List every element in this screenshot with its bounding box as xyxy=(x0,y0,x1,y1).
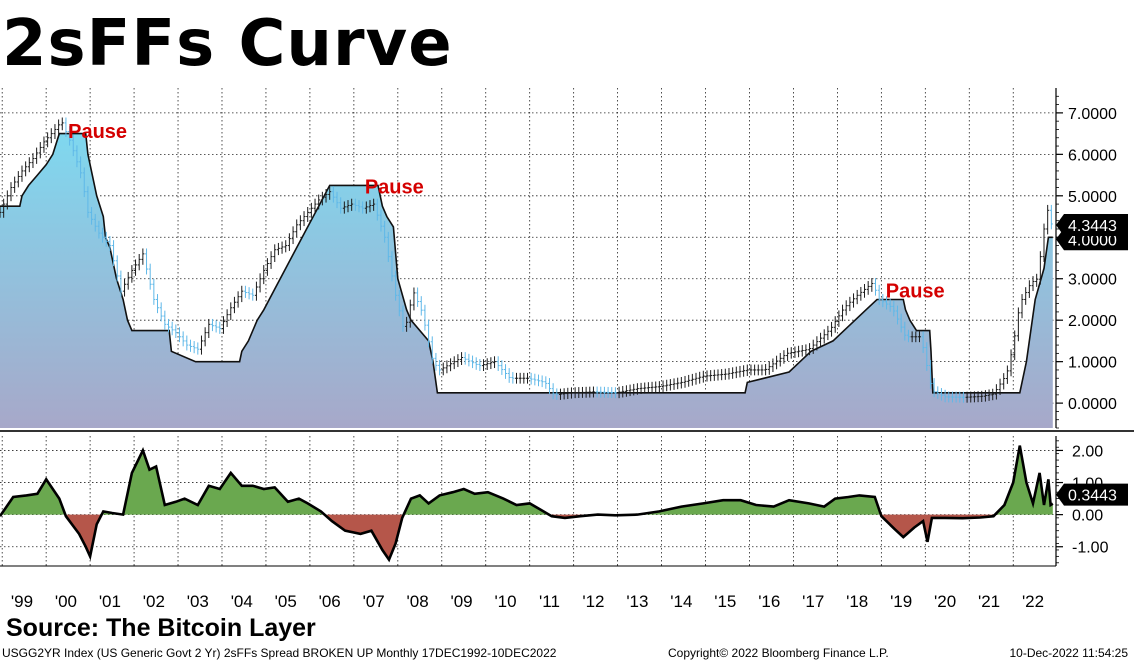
x-tick-label: '21 xyxy=(978,592,1000,611)
spread-positive-fill xyxy=(123,450,325,515)
upper-panel: Pause Pause Pause xyxy=(0,88,1055,428)
spread-positive-fill xyxy=(637,495,881,515)
x-tick-label: '13 xyxy=(626,592,648,611)
spread-positive-fill xyxy=(1,479,66,515)
chart-title: 2sFFs Curve xyxy=(2,7,453,81)
x-tick-label: '06 xyxy=(319,592,341,611)
two-year-yield-last-value: 4.3443 xyxy=(1068,218,1117,235)
upper-y-tick-label: 0.0000 xyxy=(1068,396,1117,413)
pause-annotations: Pause Pause Pause xyxy=(68,121,945,303)
lower-panel xyxy=(0,436,1055,566)
x-tick-label: '12 xyxy=(582,592,604,611)
x-tick-label: '20 xyxy=(934,592,956,611)
x-axis: '99 '00 '01 '02 '03 '04 '05 '06 '07 '08 '09 '10 '11 '… xyxy=(0,565,1056,611)
spread-negative-fill xyxy=(880,514,995,542)
x-tick-label: '17 xyxy=(802,592,824,611)
pause-annotation: Pause xyxy=(886,280,945,302)
spread-negative-fill xyxy=(324,514,404,560)
x-tick-label: '01 xyxy=(99,592,121,611)
two-year-yield-last-value-box xyxy=(1056,213,1128,236)
x-tick-label: '04 xyxy=(231,592,253,611)
lower-y-tick-label: -1.00 xyxy=(1072,540,1109,557)
x-tick-label: '02 xyxy=(143,592,165,611)
spread-last-value: 0.3443 xyxy=(1068,488,1117,505)
spread-last-value-box xyxy=(1056,483,1128,506)
upper-y-tick-label: 1.0000 xyxy=(1068,355,1117,372)
footer-security-description: USGG2YR Index (US Generic Govt 2 Yr) 2sF… xyxy=(2,646,557,660)
x-tick-label: '05 xyxy=(275,592,297,611)
x-tick-label: '11 xyxy=(539,592,560,611)
fed-funds-last-value: 4.0000 xyxy=(1068,232,1117,249)
fed-funds-area xyxy=(0,133,1053,428)
two-year-yield-bars xyxy=(0,117,1053,403)
x-tick-label: '07 xyxy=(363,592,385,611)
spread-fills xyxy=(0,445,1053,560)
spread-negative-fill xyxy=(65,514,102,557)
footer-copyright: Copyright© 2022 Bloomberg Finance L.P. xyxy=(668,646,889,660)
source-credit: Source: The Bitcoin Layer xyxy=(6,614,316,642)
x-tick-label: '99 xyxy=(11,592,33,611)
x-tick-label: '08 xyxy=(407,592,429,611)
upper-y-tick-label: 5.0000 xyxy=(1068,189,1117,206)
x-tick-label: '10 xyxy=(494,592,516,611)
x-tick-label: '18 xyxy=(846,592,868,611)
x-tick-label: '03 xyxy=(187,592,209,611)
x-tick-label: '15 xyxy=(714,592,736,611)
footer-timestamp: 10-Dec-2022 11:54:25 xyxy=(1009,646,1128,660)
pause-annotation: Pause xyxy=(68,121,127,143)
x-tick-label: '16 xyxy=(758,592,780,611)
x-tick-label: '09 xyxy=(450,592,472,611)
lower-y-tick-label: 2.00 xyxy=(1072,443,1103,460)
x-tick-label: '19 xyxy=(890,592,912,611)
x-tick-label: '14 xyxy=(670,592,692,611)
x-tick-label: '22 xyxy=(1022,592,1044,611)
fed-funds-line xyxy=(0,132,1053,394)
pause-annotation: Pause xyxy=(365,177,424,199)
lower-y-tick-label: 0.00 xyxy=(1072,508,1103,525)
spread-positive-fill xyxy=(995,445,1053,515)
upper-y-tick-label: 6.0000 xyxy=(1068,147,1117,164)
spread-line xyxy=(0,445,1054,563)
upper-y-tick-label: 7.0000 xyxy=(1068,106,1117,123)
x-tick-label: '00 xyxy=(55,592,77,611)
upper-gridlines xyxy=(0,88,1055,428)
upper-y-tick-label: 2.0000 xyxy=(1068,313,1117,330)
upper-y-tick-label: 3.0000 xyxy=(1068,272,1117,289)
